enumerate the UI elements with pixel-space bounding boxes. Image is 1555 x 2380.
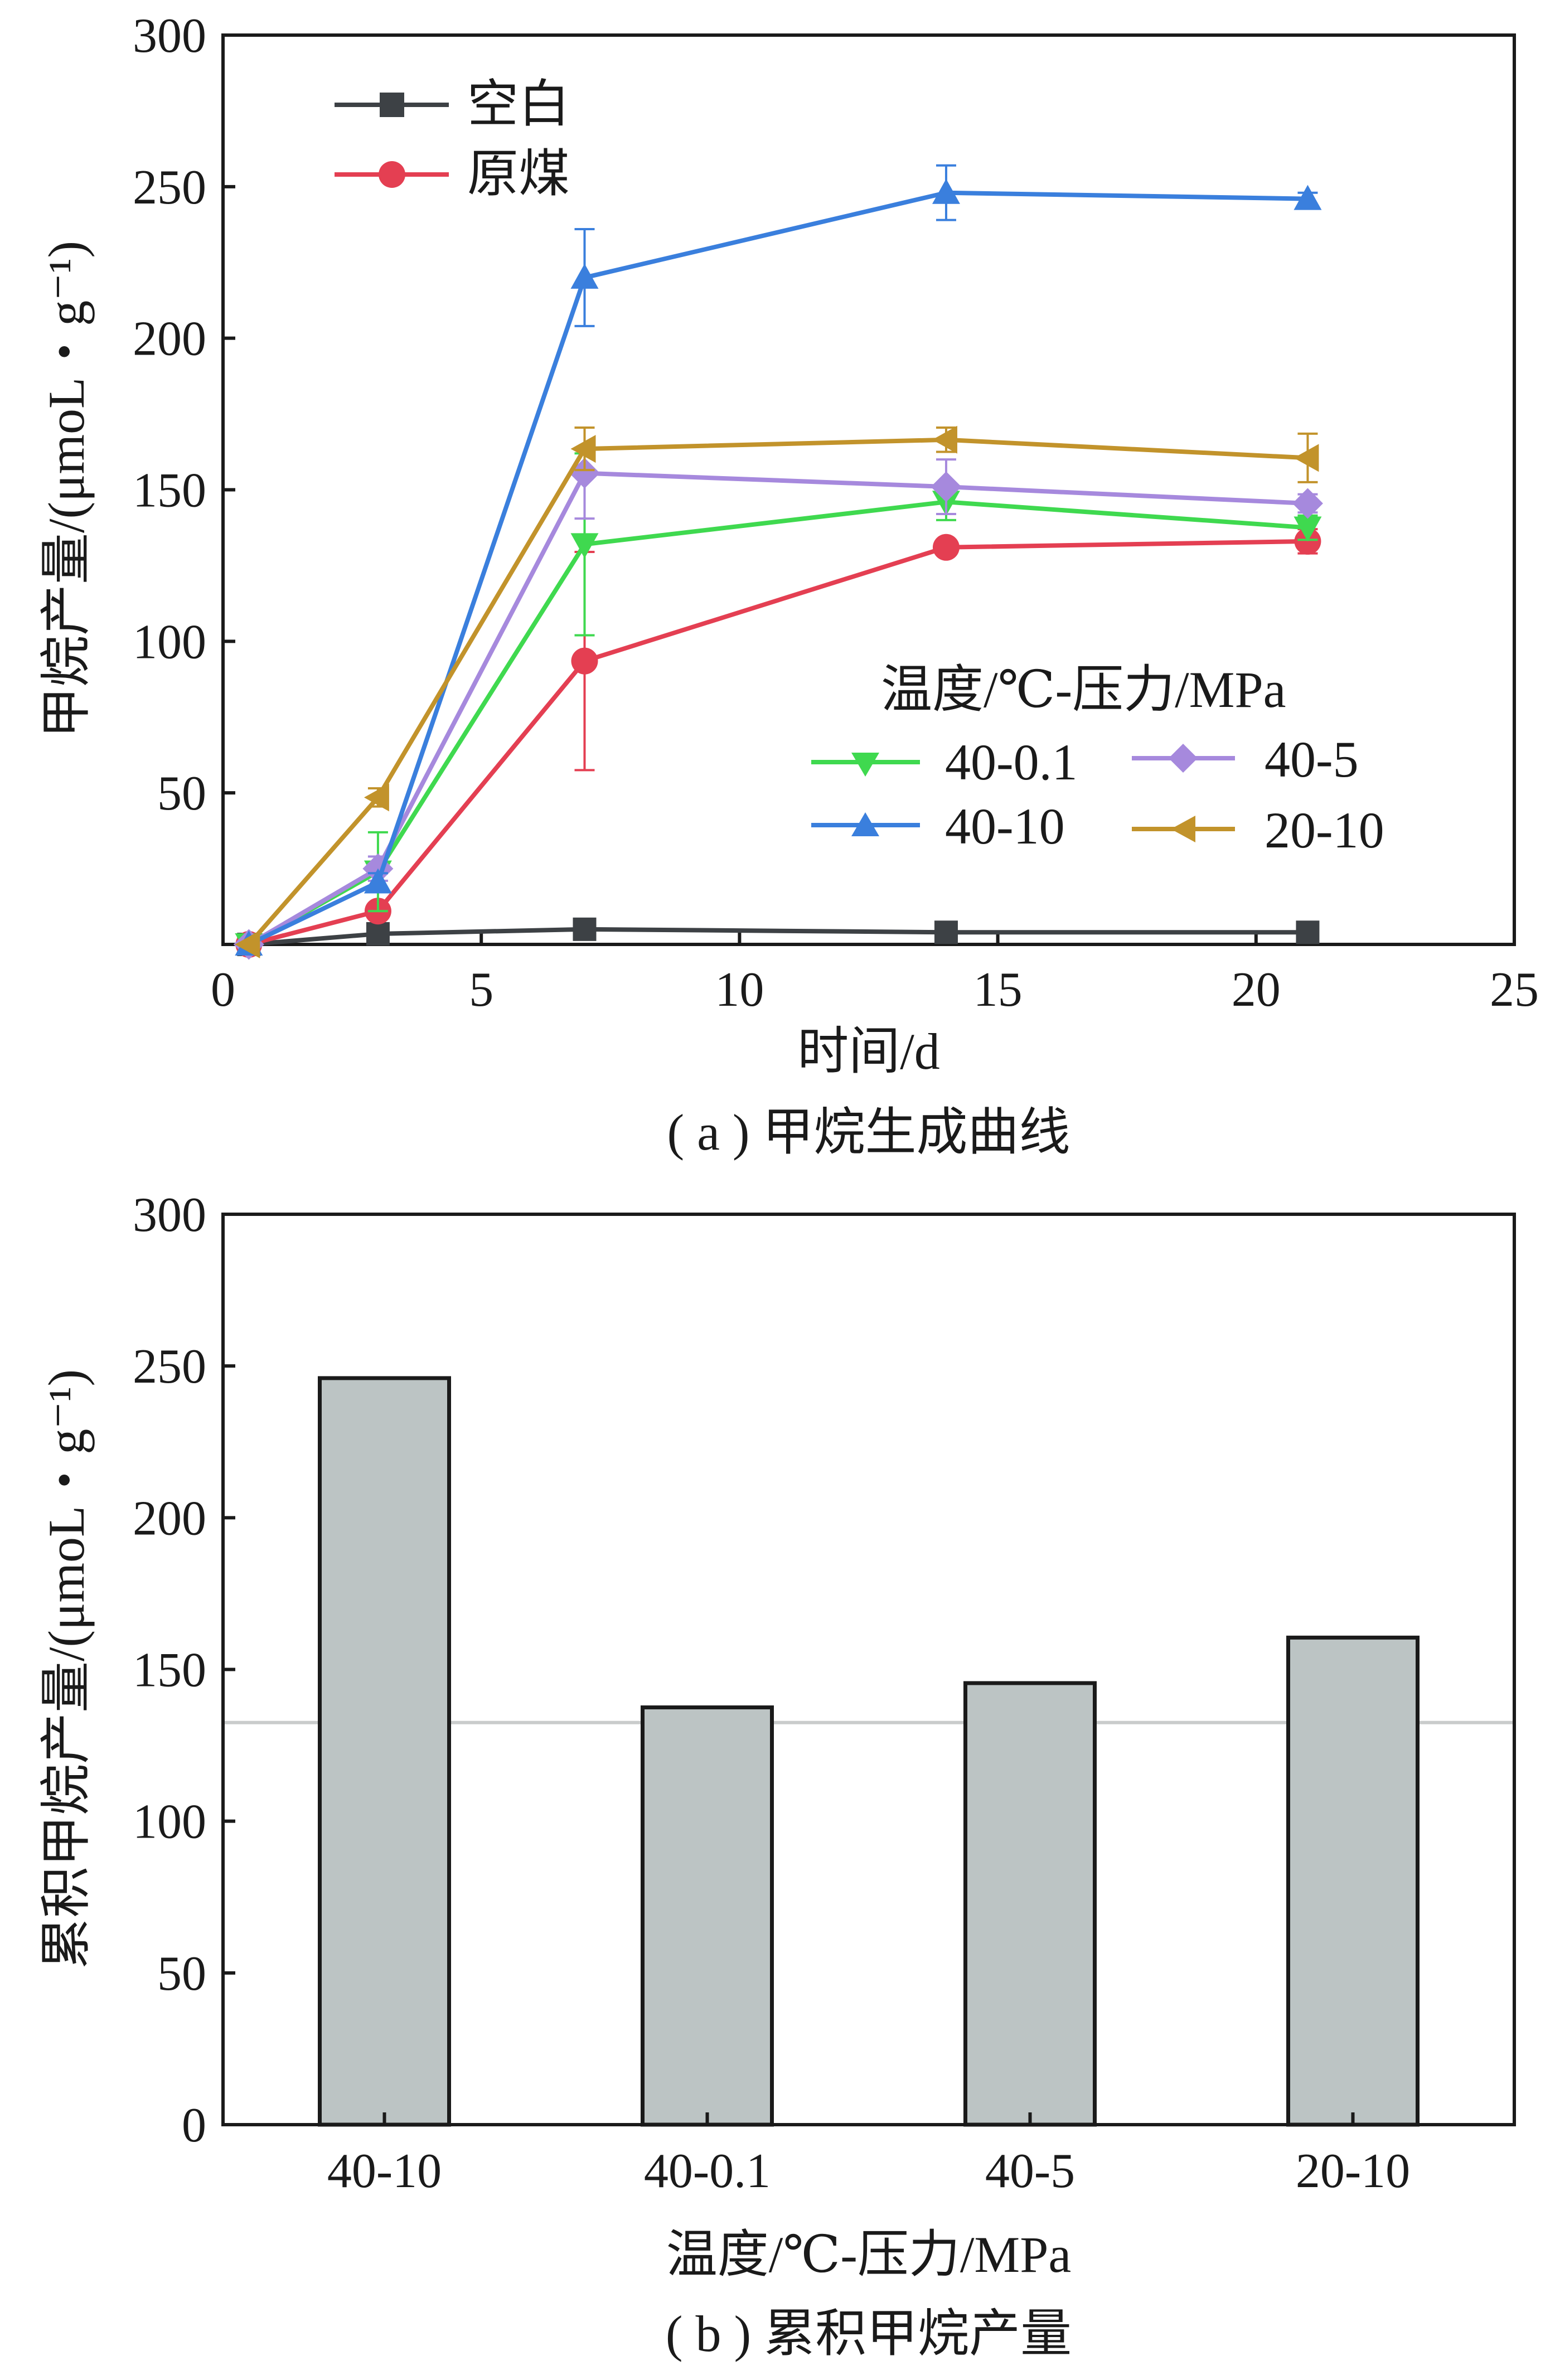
data-point — [932, 425, 957, 454]
bar-40-0.1 — [641, 1705, 774, 2127]
y-tick-label: 150 — [133, 464, 206, 518]
legend-marker-raw-coal — [379, 161, 405, 188]
legend-label-40-10: 40-10 — [945, 798, 1065, 855]
x-tick-label: 15 — [973, 963, 1023, 1017]
legend-marker-40-10 — [851, 812, 879, 836]
y-tick-label: 250 — [133, 161, 206, 215]
series-原煤 — [235, 527, 1321, 958]
y-tick-label: 0 — [182, 2098, 206, 2153]
data-point — [932, 178, 960, 204]
legend-marker-blank — [380, 93, 404, 117]
y-tick-label: 100 — [133, 615, 206, 669]
data-point — [934, 920, 958, 944]
y-tick-label: 250 — [133, 1340, 206, 1394]
x-tick-label: 25 — [1490, 963, 1539, 1017]
y-tick-label: 150 — [133, 1644, 206, 1698]
x-tick-label: 5 — [469, 963, 493, 1017]
data-point — [364, 868, 392, 894]
data-point — [235, 930, 260, 958]
x-tick-label: 20-10 — [1296, 2144, 1410, 2198]
data-point — [570, 533, 599, 559]
data-point — [931, 471, 962, 502]
series-line — [248, 190, 1308, 947]
series-group — [233, 164, 1323, 960]
x-tick-label: 40-5 — [985, 2144, 1075, 2198]
y-tick-label: 50 — [157, 767, 206, 821]
panel-caption: ( a ) 甲烷生成曲线 — [667, 1104, 1070, 1161]
data-point — [570, 435, 596, 463]
data-point — [1294, 444, 1319, 472]
y-tick-label: 100 — [133, 1795, 206, 1849]
x-axis-title: 时间/d — [797, 1023, 940, 1080]
data-point — [366, 922, 390, 946]
legend-title: 温度/℃-压力/MPa — [881, 661, 1286, 718]
x-tick-label: 40-10 — [327, 2144, 442, 2198]
bar-40-10 — [318, 1376, 451, 2127]
x-tick-label: 40-0.1 — [644, 2144, 771, 2198]
data-point — [573, 917, 597, 941]
x-axis: 40-10 40-0.1 40-5 20-10 — [327, 2112, 1410, 2198]
legend-marker-40-5 — [1169, 744, 1198, 773]
series-空白 — [237, 917, 1320, 956]
y-tick-label: 200 — [133, 312, 206, 366]
x-axis: 0 5 10 15 20 25 — [211, 932, 1539, 1017]
x-tick-label: 20 — [1232, 963, 1281, 1017]
series-line — [248, 539, 1308, 947]
legend-marker-20-10 — [1171, 816, 1195, 842]
x-tick-label: 10 — [715, 963, 764, 1017]
legend-label-40-5: 40-5 — [1265, 731, 1359, 788]
legend-marker-40-0.1 — [851, 753, 879, 777]
series-line — [248, 927, 1308, 947]
y-tick-label: 300 — [133, 1188, 206, 1242]
panel-caption: ( b ) 累积甲烷产量 — [666, 2305, 1072, 2362]
x-tick-label: 0 — [211, 963, 235, 1017]
y-tick-label: 200 — [133, 1491, 206, 1545]
legend-label-40-0.1: 40-0.1 — [945, 734, 1078, 791]
data-point — [364, 783, 389, 812]
legend-label-raw-coal: 原煤 — [467, 146, 570, 202]
legend-main: 空白 原煤 — [335, 76, 570, 202]
x-axis-title: 温度/℃-压力/MPa — [666, 2226, 1071, 2283]
legend-conditions: 温度/℃-压力/MPa 40-0.1 40-5 40-10 20-10 — [811, 661, 1384, 859]
data-point — [1294, 185, 1322, 210]
data-point — [1292, 488, 1323, 519]
y-axis-title: 甲烷产量/(μmoL・g⁻¹) — [38, 241, 95, 738]
data-point — [1294, 516, 1322, 542]
legend-label-20-10: 20-10 — [1265, 802, 1384, 859]
y-axis: 0 50 100 150 200 250 300 — [133, 1188, 235, 2153]
series-20-10 — [235, 425, 1319, 958]
legend-label-blank: 空白 — [467, 76, 570, 133]
bars-group — [318, 1376, 1420, 2127]
y-axis-title: 累积甲烷产量/(μmoL・g⁻¹) — [38, 1369, 95, 1969]
data-point — [571, 647, 598, 675]
bar-40-5 — [963, 1681, 1097, 2127]
data-point — [1296, 920, 1320, 944]
series-40-5 — [233, 426, 1323, 960]
y-tick-label: 300 — [133, 9, 206, 63]
data-point — [570, 263, 599, 289]
y-axis: 50 100 150 200 250 300 — [133, 9, 235, 821]
y-tick-label: 50 — [157, 1947, 206, 2001]
line-chart-panel: 0 5 10 15 20 25 50 100 150 200 250 300 时间/d 甲烷产量/(… — [38, 9, 1539, 1161]
bar-20-10 — [1286, 1635, 1420, 2127]
data-point — [932, 534, 960, 561]
